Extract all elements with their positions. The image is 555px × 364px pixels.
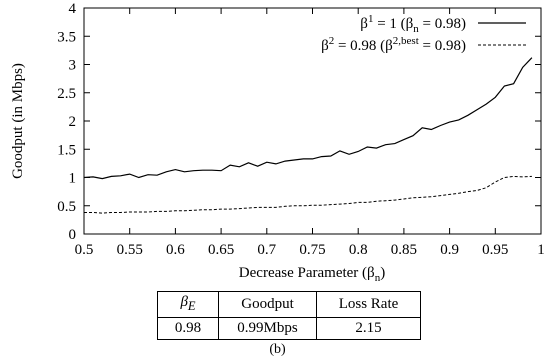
x-tick-label: 0.8	[349, 242, 368, 258]
legend-2-b-sup: 2,best	[393, 35, 419, 47]
legend-label-series-1: β1 = 1 (βn = 0.98)	[360, 13, 466, 35]
legend-1-a-sup: 1	[368, 13, 374, 25]
legend-1-a: β	[360, 16, 368, 32]
y-tick-label: 2	[69, 114, 77, 130]
legend-1-b-sub: n	[413, 23, 419, 35]
goodput-chart: 00.511.522.533.54 0.5 0.55 0.6 0.65 0.7 0.75 0…	[10, 1, 545, 284]
legend: β1 = 1 (βn = 0.98) β2 = 0.98 (β2,best = …	[321, 13, 526, 54]
x-axis-ticks: 0.5 0.55 0.6 0.65 0.7 0.75 0.8 0.85 0.9 0.95 1	[75, 8, 545, 258]
legend-1-b: = 1 (β	[373, 16, 413, 32]
y-tick-label: 0	[69, 227, 77, 243]
x-tick-label: 0.55	[117, 242, 143, 258]
legend-2-b: = 0.98 (β	[334, 38, 393, 54]
x-axis-label: Decrease Parameter (βn)	[239, 265, 385, 284]
x-tick-label: 0.6	[166, 242, 185, 258]
table-header-row: βE Goodput Loss Rate	[157, 291, 421, 318]
series-lines	[83, 57, 533, 214]
x-axis-label-main: Decrease Parameter (β	[239, 265, 375, 281]
x-tick-label: 0.9	[440, 242, 459, 258]
series-line-2	[84, 175, 532, 214]
legend-label-series-2: β2 = 0.98 (β2,best = 0.98)	[321, 35, 466, 54]
header-beta-e: βE	[157, 291, 219, 318]
y-tick-label: 1.5	[57, 142, 76, 158]
y-tick-label: 1	[69, 171, 77, 187]
legend-2-a: β	[321, 38, 329, 54]
y-tick-label: 4	[69, 1, 77, 17]
x-tick-label: 0.75	[299, 242, 325, 258]
x-tick-label: 0.65	[208, 242, 234, 258]
legend-2-a-sup: 2	[329, 35, 335, 47]
x-tick-label: 0.95	[482, 242, 508, 258]
x-tick-label: 1	[537, 242, 545, 258]
cell-goodput: 0.99Mbps	[218, 317, 317, 340]
series-line-1	[83, 57, 533, 180]
cell-beta-e: 0.98	[157, 317, 219, 340]
y-tick-label: 2.5	[57, 86, 76, 102]
legend-1-c: = 0.98)	[419, 16, 466, 32]
x-axis-label-sub: n	[375, 272, 381, 284]
x-tick-label: 0.5	[75, 242, 94, 258]
y-axis-ticks: 0 0.5 1 1.5 2 2.5 3 3.5 4	[57, 1, 541, 243]
header-beta-symbol: β	[180, 294, 188, 310]
y-tick-label: 3.5	[57, 29, 76, 45]
x-axis-label-end: )	[380, 265, 385, 281]
results-table: βE Goodput Loss Rate 0.98 0.99Mbps 2.15	[157, 291, 421, 340]
legend-2-c: = 0.98)	[419, 38, 466, 54]
header-beta-subscript: E	[187, 299, 196, 313]
y-tick-label: 3	[69, 58, 77, 74]
table-row: 0.98 0.99Mbps 2.15	[157, 317, 421, 340]
y-axis-label: Goodput (in Mbps)	[10, 63, 26, 179]
plot-frame	[83, 7, 542, 235]
cell-loss-rate: 2.15	[316, 317, 421, 340]
x-tick-label: 0.85	[391, 242, 417, 258]
x-tick-label: 0.7	[257, 242, 276, 258]
header-goodput: Goodput	[218, 291, 317, 318]
header-loss-rate: Loss Rate	[316, 291, 421, 318]
y-tick-label: 0.5	[57, 199, 76, 215]
figure-caption: (b)	[269, 342, 286, 357]
